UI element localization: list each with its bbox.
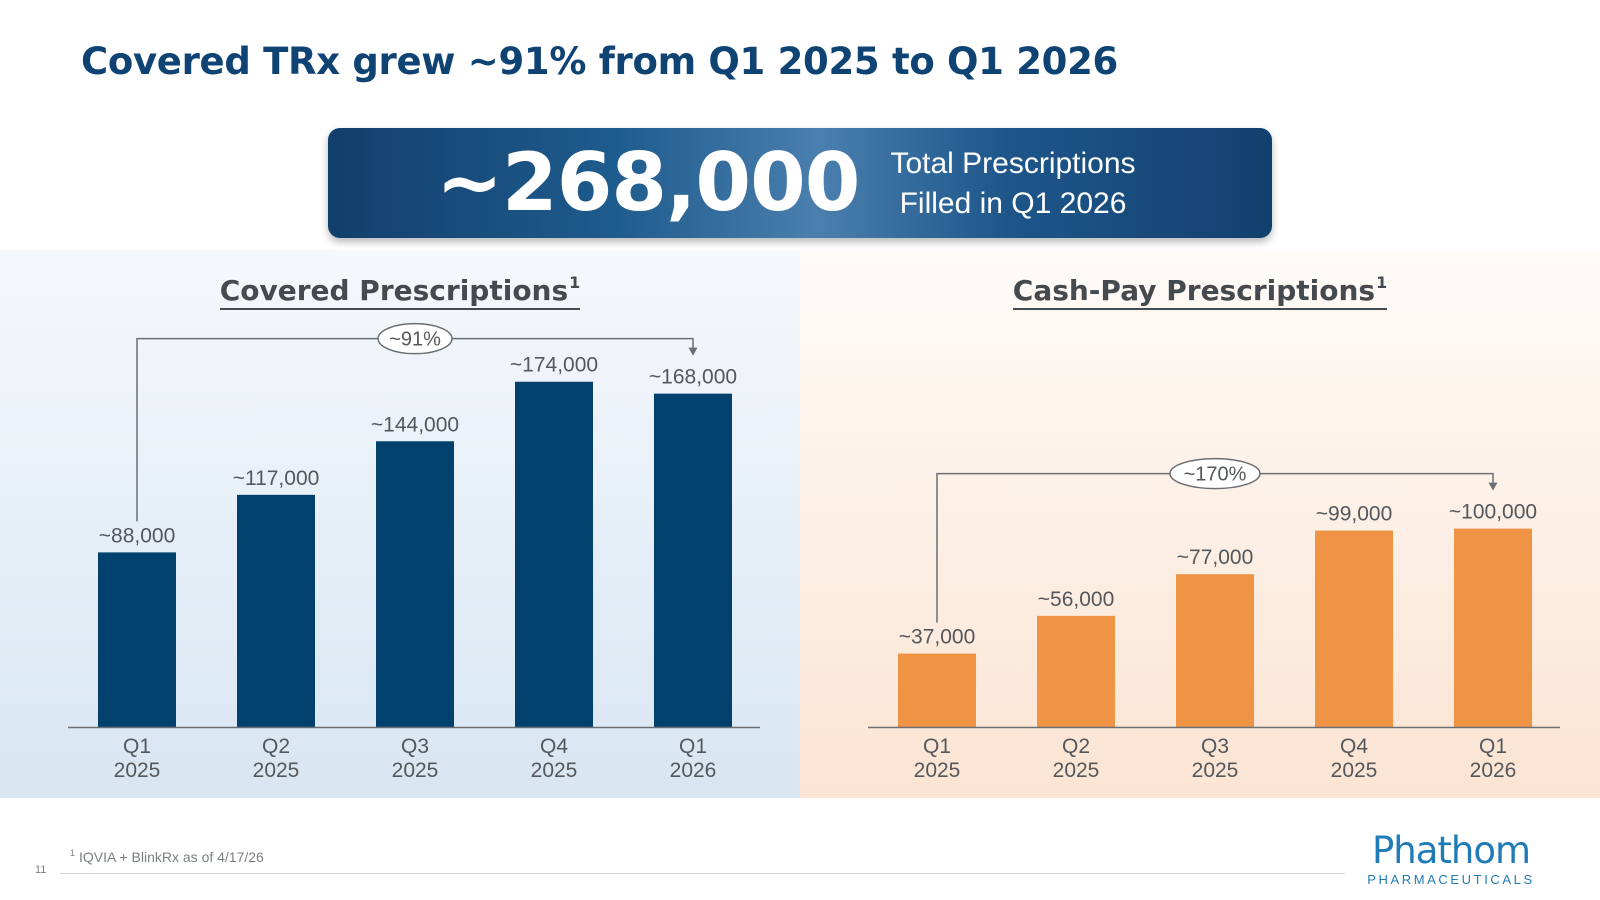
cash-pay-chart-title-text: Cash-Pay Prescriptions	[1012, 274, 1376, 307]
category-tick-label: 2026	[1470, 759, 1517, 782]
chart-bar	[515, 381, 593, 727]
footnote: 1 IQVIA + BlinkRx as of 4/17/26	[70, 848, 264, 865]
data-label: ~168,000	[649, 366, 737, 389]
covered-prescriptions-chart: ~88,000Q12025~117,000Q22025~144,000Q3202…	[68, 322, 760, 782]
chart-bar	[1315, 530, 1393, 727]
page-number: 11	[35, 864, 47, 876]
covered-chart-title-footnote-marker: 1	[569, 273, 581, 292]
total-prescriptions-caption: Total Prescriptions Filled in Q1 2026	[868, 144, 1158, 224]
category-tick-label: Q2	[262, 735, 290, 758]
category-tick-label: Q4	[540, 735, 568, 758]
data-label: ~100,000	[1449, 501, 1537, 524]
cash-pay-prescriptions-panel: Cash-Pay Prescriptions1 ~37,000 Q1 2025 ~56…	[800, 250, 1600, 798]
category-tick-label: Q4	[1340, 735, 1368, 758]
logo-wordmark: Phathom	[1371, 829, 1531, 872]
chart-bar	[1454, 528, 1532, 727]
growth-badge	[1169, 457, 1261, 490]
chart-bar	[376, 441, 454, 727]
covered-chart-title-text: Covered Prescriptions	[219, 274, 569, 307]
category-tick-label: 2025	[531, 759, 578, 782]
category-tick-label: Q1	[923, 735, 951, 758]
category-tick-label: 2025	[1053, 759, 1100, 782]
category-tick-label: Q1	[679, 735, 707, 758]
footnote-text: IQVIA + BlinkRx as of 4/17/26	[79, 849, 264, 865]
growth-label: ~91%	[389, 329, 441, 351]
data-label: ~77,000	[1177, 546, 1254, 569]
chart-bar	[1037, 615, 1115, 727]
footnote-marker: 1	[70, 848, 76, 858]
banner-caption-line-1: Total Prescriptions	[890, 147, 1136, 180]
cash-pay-prescriptions-chart: ~37,000Q12025~56,000Q22025~77,000Q32025~…	[868, 457, 1560, 782]
growth-bracket-arrow	[1488, 482, 1498, 491]
growth-bracket-arrow	[688, 347, 698, 356]
category-tick-label: 2025	[1192, 759, 1239, 782]
data-label: ~174,000	[510, 354, 598, 377]
chart-bar	[898, 653, 976, 727]
category-tick-label: 2025	[1331, 759, 1378, 782]
banner-caption-line-2: Filled in Q1 2026	[899, 187, 1127, 220]
phathom-logo: Phathom PHARMACEUTICALS	[1366, 832, 1536, 888]
cash-pay-chart-title-footnote-marker: 1	[1376, 273, 1388, 292]
logo-subtitle: PHARMACEUTICALS	[1367, 872, 1535, 887]
covered-chart-title: Covered Prescriptions1	[0, 273, 800, 310]
category-tick-label: Q1	[123, 735, 151, 758]
chart-bar	[654, 393, 732, 727]
category-tick-label: Q2	[1062, 735, 1090, 758]
data-label: ~144,000	[371, 413, 459, 436]
chart-bar	[1176, 574, 1254, 727]
category-tick-label: 2025	[914, 759, 961, 782]
chart-bar	[98, 552, 176, 727]
growth-label: ~170%	[1184, 464, 1247, 486]
category-tick-label: 2025	[392, 759, 439, 782]
cash-pay-chart-title: Cash-Pay Prescriptions1	[800, 273, 1600, 310]
category-tick-label: 2025	[114, 759, 161, 782]
data-label: ~117,000	[233, 467, 320, 490]
data-label: ~56,000	[1038, 588, 1115, 611]
total-prescriptions-value: ~268,000	[436, 136, 860, 229]
covered-prescriptions-panel: Covered Prescriptions1 ~88,000 Q1 2025 ~117…	[0, 250, 800, 798]
data-label: ~37,000	[899, 626, 976, 649]
category-tick-label: 2026	[670, 759, 717, 782]
data-label: ~99,000	[1316, 503, 1393, 526]
data-label: ~88,000	[99, 524, 176, 547]
page-title: Covered TRx grew ~91% from Q1 2025 to Q1…	[81, 40, 1118, 83]
growth-badge	[377, 322, 453, 355]
category-tick-label: Q3	[1201, 735, 1229, 758]
category-tick-label: 2025	[253, 759, 300, 782]
footer-divider	[60, 873, 1345, 874]
chart-bar	[237, 494, 315, 727]
total-prescriptions-banner: ~268,000 Total Prescriptions Filled in Q…	[328, 128, 1272, 238]
category-tick-label: Q1	[1479, 735, 1507, 758]
category-tick-label: Q3	[401, 735, 429, 758]
